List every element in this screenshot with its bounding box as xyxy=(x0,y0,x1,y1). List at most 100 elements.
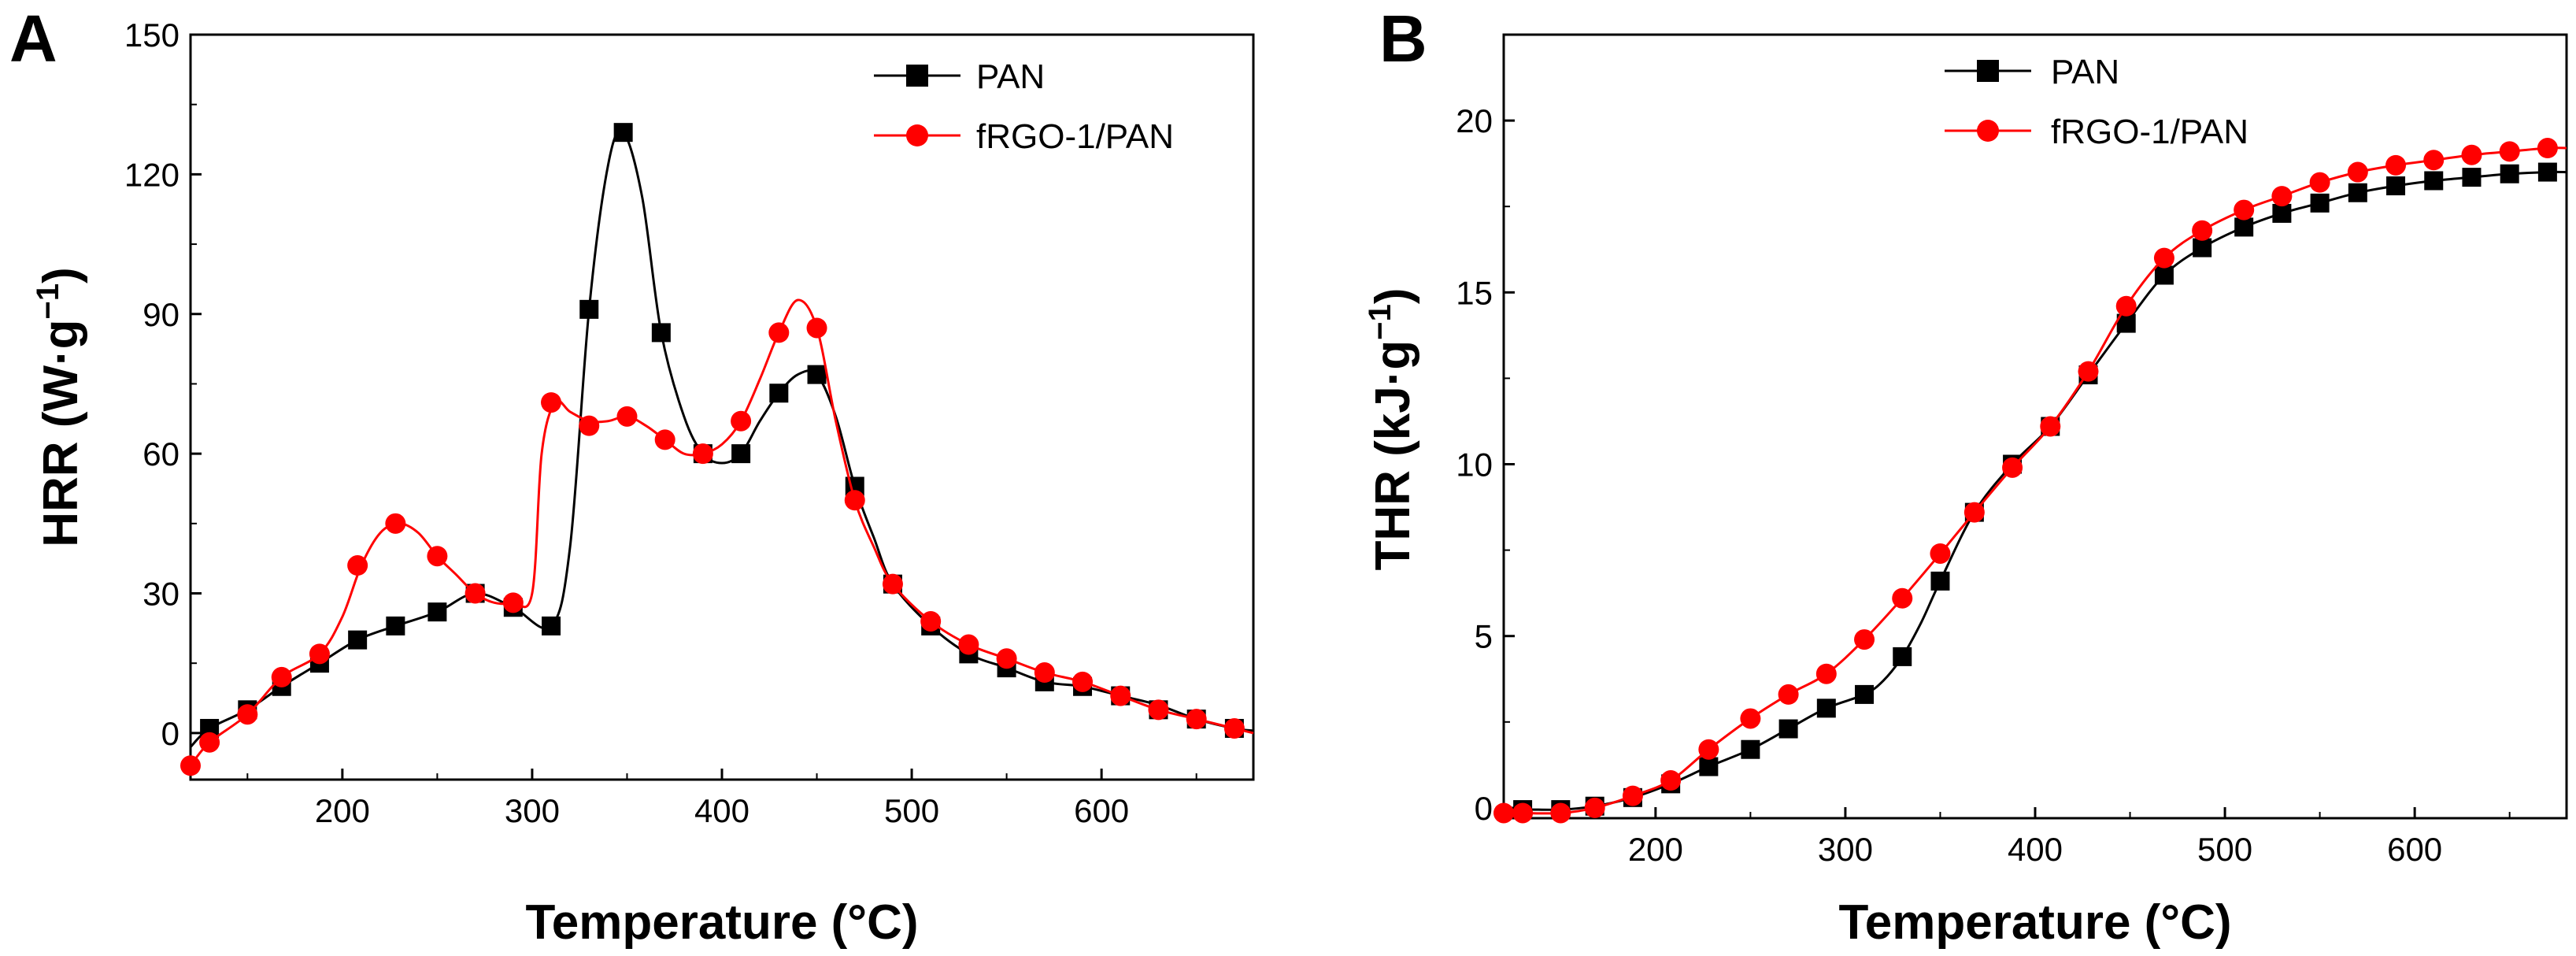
data-point-pan xyxy=(613,123,633,143)
legend-a: PAN fRGO-1/PAN xyxy=(874,57,1174,156)
series-layer-a xyxy=(180,123,1254,776)
data-point-pan xyxy=(2272,203,2292,223)
data-point-frgo-1-pan xyxy=(199,732,220,753)
data-point-frgo-1-pan xyxy=(237,704,258,725)
x-axis-title-b: Temperature (°C) xyxy=(1838,895,2231,950)
legend-marker-pan xyxy=(906,65,928,87)
data-point-pan xyxy=(1855,684,1875,704)
data-point-pan xyxy=(2234,217,2254,237)
data-point-frgo-1-pan xyxy=(731,410,752,432)
chart-panel-b: B 0 5 10 15 20 200 300 400 500 600 Tempe… xyxy=(1363,2,2568,950)
data-point-pan xyxy=(1893,647,1912,666)
data-point-frgo-1-pan xyxy=(1034,662,1055,684)
data-point-frgo-1-pan xyxy=(2078,361,2099,382)
y-axis-title-b: THR (kJ·g−1) xyxy=(1363,287,1420,570)
data-point-frgo-1-pan xyxy=(385,513,406,534)
data-point-pan xyxy=(2386,176,2406,196)
data-point-pan xyxy=(1816,698,1836,718)
plot-frame-b xyxy=(1502,33,2568,820)
y-axis-title-close: ) xyxy=(1366,287,1420,304)
y-tick-labels-b: 0 5 10 15 20 xyxy=(1456,102,1493,827)
data-point-frgo-1-pan xyxy=(1072,671,1094,692)
data-point-frgo-1-pan xyxy=(1550,802,1571,824)
data-point-pan xyxy=(731,444,751,464)
data-point-frgo-1-pan xyxy=(1892,587,1913,609)
data-point-frgo-1-pan xyxy=(2309,172,2330,193)
x-tick-label: 400 xyxy=(2008,831,2063,868)
data-point-frgo-1-pan xyxy=(1930,543,1951,564)
data-point-pan xyxy=(2154,265,2174,285)
y-axis-title-sup: −1 xyxy=(1363,304,1397,340)
legend-marker-frgo xyxy=(1977,120,1999,142)
y-tick-label: 15 xyxy=(1456,274,1493,311)
data-point-frgo-1-pan xyxy=(958,634,979,655)
x-tick-label: 200 xyxy=(1628,831,1683,868)
data-point-pan xyxy=(427,602,447,622)
data-point-frgo-1-pan xyxy=(2153,247,2174,269)
data-point-frgo-1-pan xyxy=(1698,739,1719,760)
panel-letter-b: B xyxy=(1379,2,1427,76)
data-point-pan xyxy=(769,384,789,403)
data-point-frgo-1-pan xyxy=(2499,141,2520,162)
data-point-frgo-1-pan xyxy=(2461,144,2482,165)
series-line-pan xyxy=(189,129,1254,748)
data-point-pan xyxy=(1699,757,1719,776)
data-point-pan xyxy=(1778,719,1798,739)
data-point-pan xyxy=(2424,171,2444,191)
data-point-frgo-1-pan xyxy=(464,583,486,604)
data-point-frgo-1-pan xyxy=(1854,629,1875,650)
data-point-frgo-1-pan xyxy=(1148,699,1169,721)
y-axis-title-main: HRR (W·g xyxy=(34,320,88,547)
x-tick-label: 500 xyxy=(2197,831,2252,868)
panel-letter-a: A xyxy=(9,2,57,76)
data-point-frgo-1-pan xyxy=(920,610,942,632)
legend-b: PAN fRGO-1/PAN xyxy=(1945,53,2248,151)
chart-panel-a: A 0 30 60 90 120 150 200 300 400 500 600… xyxy=(9,2,1255,950)
data-point-pan xyxy=(651,323,671,343)
data-point-frgo-1-pan xyxy=(2271,186,2293,207)
series-layer-b xyxy=(1493,138,2567,824)
data-point-frgo-1-pan xyxy=(768,322,790,343)
data-point-frgo-1-pan xyxy=(1512,802,1534,824)
data-point-frgo-1-pan xyxy=(541,392,562,413)
data-point-frgo-1-pan xyxy=(806,317,827,339)
legend-label-pan: PAN xyxy=(2051,53,2119,91)
y-tick-label: 20 xyxy=(1456,102,1493,139)
data-point-pan xyxy=(1930,571,1950,591)
axis-ticks-b xyxy=(1504,119,2511,818)
legend-label-frgo: fRGO-1/PAN xyxy=(2051,113,2248,151)
x-tick-labels-a: 200 300 400 500 600 xyxy=(315,792,1129,829)
data-point-frgo-1-pan xyxy=(579,415,600,436)
data-point-frgo-1-pan xyxy=(1815,663,1837,684)
data-point-frgo-1-pan xyxy=(2537,138,2558,159)
series-line-frgo-1-pan xyxy=(189,298,1254,767)
y-tick-label: 30 xyxy=(142,576,180,613)
data-point-frgo-1-pan xyxy=(502,592,524,613)
data-point-frgo-1-pan xyxy=(271,666,292,687)
y-axis-title-a: HRR (W·g−1) xyxy=(31,267,88,547)
legend-marker-frgo xyxy=(906,124,928,146)
data-point-pan xyxy=(348,630,368,650)
y-tick-label: 90 xyxy=(142,296,180,333)
data-point-frgo-1-pan xyxy=(427,546,448,567)
data-point-frgo-1-pan xyxy=(309,643,330,665)
data-point-frgo-1-pan xyxy=(1186,709,1207,730)
data-point-pan xyxy=(2348,183,2367,202)
data-point-frgo-1-pan xyxy=(1963,502,1985,523)
legend-label-pan: PAN xyxy=(976,57,1045,96)
y-tick-label: 0 xyxy=(161,715,180,752)
data-point-frgo-1-pan xyxy=(1110,685,1131,706)
x-tick-label: 300 xyxy=(1818,831,1873,868)
legend-marker-pan xyxy=(1977,60,1999,82)
data-point-frgo-1-pan xyxy=(2234,199,2255,220)
x-tick-label: 500 xyxy=(884,792,939,829)
x-tick-label: 600 xyxy=(2387,831,2442,868)
data-point-frgo-1-pan xyxy=(2347,161,2368,183)
data-point-frgo-1-pan xyxy=(2423,150,2445,171)
data-point-frgo-1-pan xyxy=(2115,295,2137,317)
data-point-frgo-1-pan xyxy=(2040,416,2061,437)
y-axis-title-main: THR (kJ·g xyxy=(1366,340,1420,571)
x-tick-label: 300 xyxy=(505,792,560,829)
x-tick-label: 400 xyxy=(694,792,749,829)
